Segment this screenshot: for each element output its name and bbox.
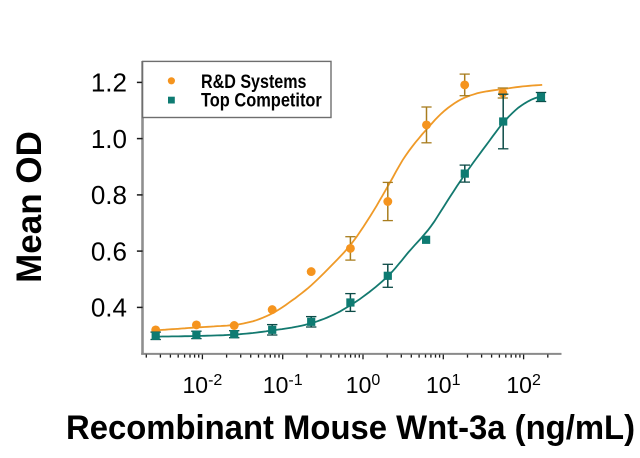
svg-text:0.4: 0.4 <box>91 293 127 323</box>
svg-text:0.6: 0.6 <box>91 236 127 266</box>
svg-text:1.2: 1.2 <box>91 68 127 98</box>
svg-text:Recombinant Mouse Wnt-3a (ng/m: Recombinant Mouse Wnt-3a (ng/mL) <box>66 409 635 447</box>
svg-text:10-2: 10-2 <box>183 372 223 398</box>
svg-text:1.0: 1.0 <box>91 124 127 154</box>
svg-text:R&D Systems: R&D Systems <box>201 71 307 93</box>
svg-text:Top Competitor: Top Competitor <box>201 89 322 111</box>
svg-text:0.8: 0.8 <box>91 180 127 210</box>
svg-text:Mean OD: Mean OD <box>10 131 49 283</box>
